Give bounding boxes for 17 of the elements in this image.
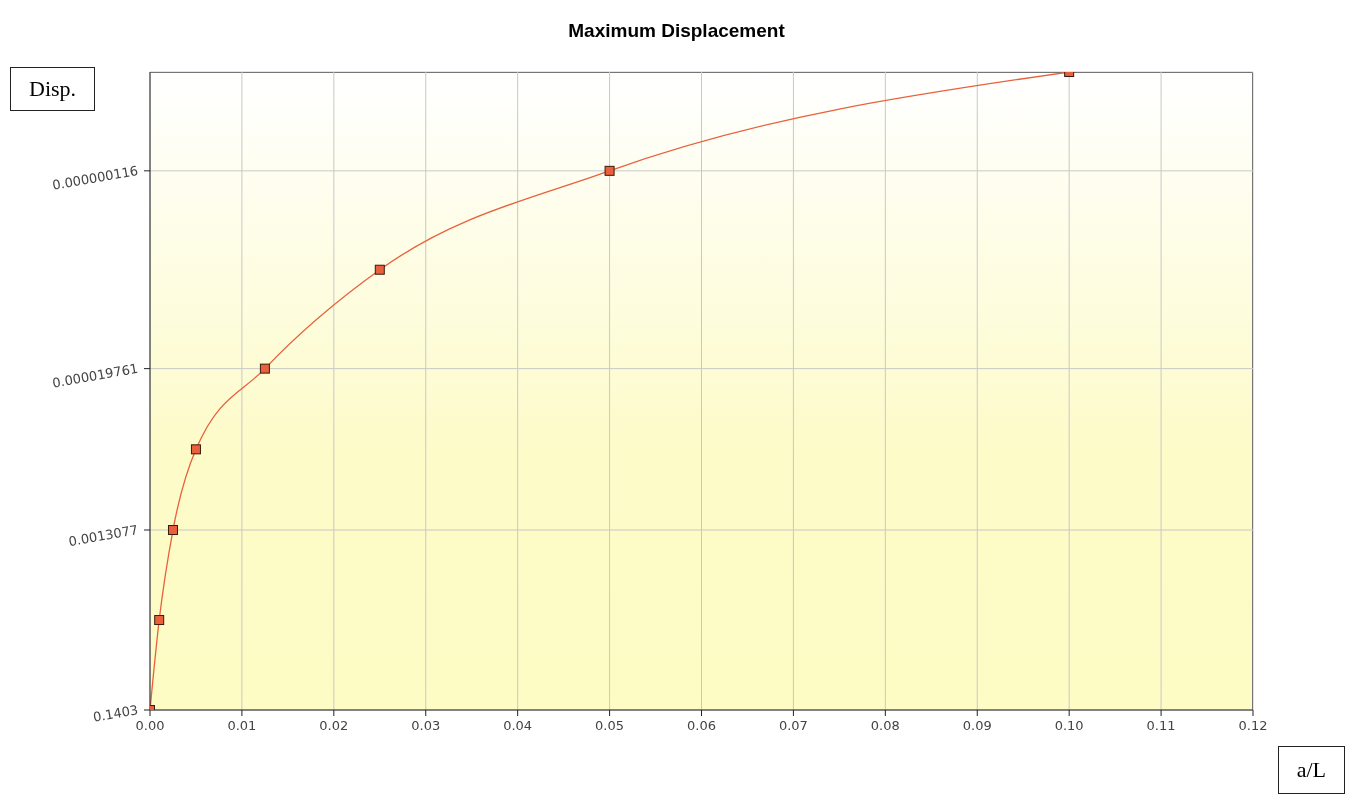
x-tick-label: 0.01 [227,718,257,733]
y-tick-label: 0.0013077 [67,522,140,550]
x-tick-label: 0.10 [1054,718,1084,733]
x-tick-label: 0.04 [503,718,533,733]
x-tick-label: 0.07 [778,718,808,733]
chart-title: Maximum Displacement [567,20,786,42]
x-tick-label: 0.12 [1238,718,1268,733]
x-tick-label: 0.06 [687,718,716,733]
x-tick-label: 0.08 [870,718,900,733]
x-tick-label: 0.02 [319,718,349,733]
x-tick-label: 0.11 [1146,718,1176,733]
x-tick-label: 0.00 [135,718,165,733]
text: a/L [1277,746,1345,794]
text: Disp. [10,67,96,111]
x-tick-label: 0.03 [411,718,441,733]
x-tick-label: 0.09 [962,718,992,733]
x-tick-label: 0.05 [595,718,625,733]
